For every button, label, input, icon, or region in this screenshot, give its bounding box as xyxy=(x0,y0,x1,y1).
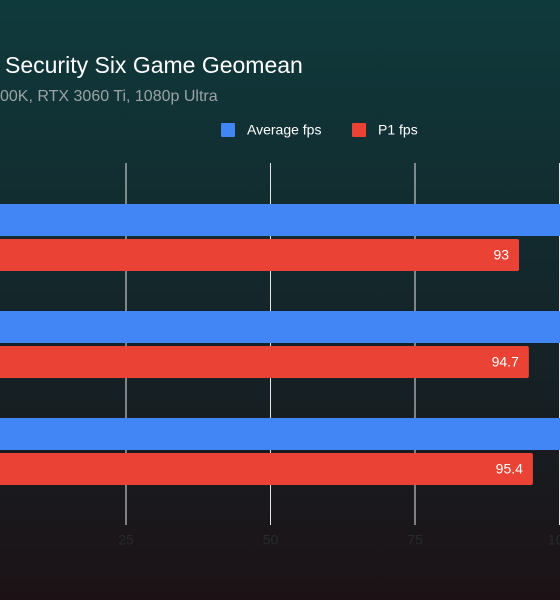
x-tick-label: 25 xyxy=(118,532,134,548)
data-label: 95.4 xyxy=(496,461,523,477)
chart-title: Security Six Game Geomean xyxy=(5,52,303,78)
legend-label: Average fps xyxy=(247,122,321,138)
bar xyxy=(0,418,560,450)
bar xyxy=(0,346,529,378)
data-label: 94.7 xyxy=(492,354,519,370)
legend-swatch xyxy=(352,123,366,137)
x-tick-label: 100 xyxy=(548,532,560,548)
legend-swatch xyxy=(221,123,235,137)
x-tick-label: 50 xyxy=(263,532,279,548)
chart-subtitle: 00K, RTX 3060 Ti, 1080p Ultra xyxy=(0,88,218,105)
data-label: 93 xyxy=(493,247,509,263)
bar xyxy=(0,239,520,271)
x-tick-label: 75 xyxy=(407,532,423,548)
legend-label: P1 fps xyxy=(378,122,418,138)
bar xyxy=(0,204,560,236)
bar xyxy=(0,453,533,485)
bar xyxy=(0,311,560,343)
